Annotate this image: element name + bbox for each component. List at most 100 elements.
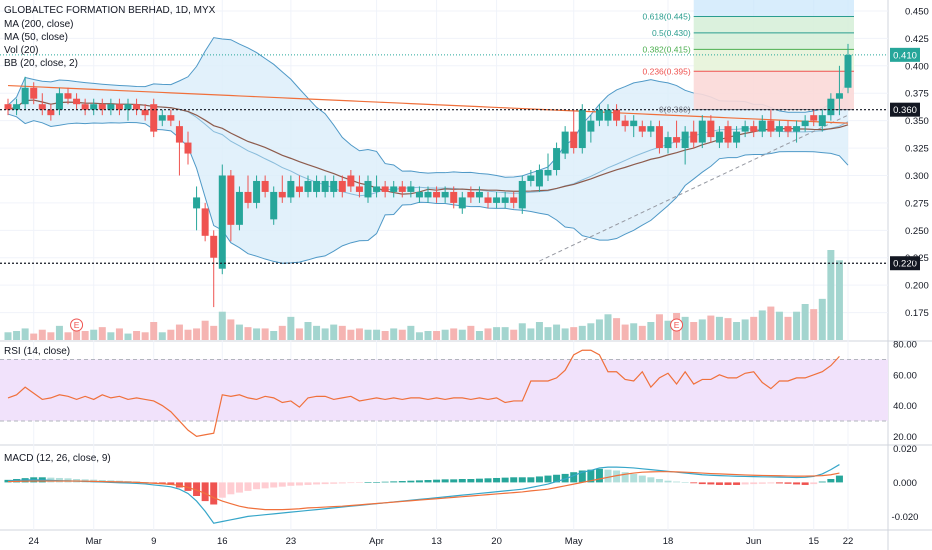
y-tick-label: 0.250	[905, 226, 929, 237]
candle-body	[73, 98, 81, 105]
price-label: 0.360	[893, 105, 917, 116]
volume-bar	[587, 323, 595, 340]
macd-histogram-bar	[621, 472, 629, 483]
candle-body	[201, 208, 209, 236]
candle-body	[338, 180, 346, 192]
macd-histogram-bar	[398, 481, 406, 483]
candle-body	[827, 98, 835, 116]
y-tick-label: 0.200	[905, 281, 929, 292]
macd-histogram-bar	[578, 470, 586, 483]
candle-body	[535, 170, 543, 187]
macd-title[interactable]: MACD (12, 26, close, 9)	[4, 453, 111, 464]
macd-y-tick-label: -0.020	[892, 512, 919, 523]
price-label-box	[890, 256, 920, 271]
volume-bar	[415, 332, 423, 340]
x-tick-label: Apr	[369, 536, 384, 547]
volume-bar	[13, 331, 21, 340]
macd-histogram-bar	[527, 477, 535, 483]
macd-histogram-bar	[227, 482, 235, 495]
y-tick-label: 0.225	[905, 253, 929, 264]
candle-body	[193, 197, 201, 209]
macd-histogram-bar	[347, 482, 355, 484]
macd-histogram-bar	[758, 482, 766, 484]
macd-histogram-bar	[321, 482, 329, 485]
volume-bar	[767, 306, 775, 340]
candle-body	[664, 137, 672, 149]
indicator-ma50-label[interactable]: MA (50, close)	[4, 32, 68, 43]
macd-histogram-bar	[793, 482, 801, 485]
indicator-vol-label[interactable]: Vol (20)	[4, 45, 38, 56]
candle-body	[304, 180, 312, 192]
macd-histogram-bar	[638, 475, 646, 483]
macd-histogram-bar	[775, 482, 783, 484]
volume-bar	[561, 328, 569, 340]
y-tick-label: 0.275	[905, 198, 929, 209]
x-tick-label: 24	[28, 536, 39, 547]
volume-bar	[450, 328, 458, 340]
macd-line	[7, 464, 840, 524]
volume-bar	[364, 329, 372, 340]
macd-histogram-bar	[501, 477, 509, 483]
indicator-bb-label[interactable]: BB (20, close, 2)	[4, 58, 78, 69]
rsi-title[interactable]: RSI (14, close)	[4, 346, 70, 357]
ma200-line	[7, 84, 849, 124]
volume-bar	[184, 329, 192, 340]
candle-body	[527, 175, 535, 181]
candle-body	[818, 115, 826, 127]
indicator-ma200-label[interactable]: MA (200, close)	[4, 19, 73, 30]
candle-body	[210, 235, 218, 258]
bb-fill	[8, 37, 848, 264]
volume-bar	[818, 298, 826, 340]
candle-body	[724, 126, 732, 143]
macd-histogram-bar	[724, 482, 732, 485]
macd-histogram-bar	[518, 477, 526, 483]
macd-histogram-bar	[510, 477, 518, 483]
candle-body	[373, 186, 381, 192]
macd-histogram-bar	[741, 482, 749, 485]
horizontal-lines[interactable]: 0.360 0.220 0.410	[0, 47, 920, 271]
earnings-marker	[670, 318, 684, 332]
volume-bar	[493, 327, 501, 340]
macd-histogram-bar	[355, 482, 363, 483]
volume-bar	[21, 328, 29, 340]
fib-level-label: 0.5(0.430)	[652, 28, 691, 38]
macd-histogram-bar	[270, 482, 278, 488]
volume-bar	[73, 331, 81, 340]
macd-histogram-bar	[630, 473, 638, 483]
macd-histogram-bar	[450, 479, 458, 483]
volume-bar	[338, 325, 346, 340]
volume-bar	[253, 328, 261, 340]
candle-body	[784, 126, 792, 132]
volume-bar	[218, 311, 226, 340]
candle-body	[475, 191, 483, 198]
macd-histogram-bar	[818, 481, 826, 483]
macd-histogram-bar	[553, 474, 561, 483]
volume-bar	[758, 310, 766, 340]
candle-body	[595, 109, 603, 121]
volume-bar	[390, 328, 398, 340]
volume-bar	[733, 322, 741, 340]
volume-bar	[210, 325, 218, 340]
x-tick-label: 13	[431, 536, 442, 547]
macd-y-tick-label: 0.000	[893, 478, 917, 489]
rsi-y-tick-label: 80.00	[893, 340, 917, 351]
macd-histogram-bar	[261, 482, 269, 489]
candle-body	[424, 191, 432, 198]
x-tick-label: May	[565, 536, 583, 547]
candle-body	[364, 180, 372, 198]
candle-body	[810, 115, 818, 121]
fibonacci-retracement[interactable]: 0.618(0.445) 0.5(0.430) 0.382(0.415) 0.236(…	[539, 0, 854, 262]
candle-body	[150, 104, 158, 132]
rsi-pane: 80.00 60.00 40.00 20.00	[0, 340, 917, 443]
volume-bar	[570, 327, 578, 340]
volume-bar	[115, 328, 123, 340]
macd-histogram-bar	[655, 479, 663, 483]
volume-bar	[90, 329, 98, 340]
candle-body	[758, 120, 766, 132]
candle-body	[115, 104, 123, 110]
macd-histogram-bar	[690, 482, 698, 484]
candle-body	[218, 175, 226, 269]
candle-body	[55, 93, 63, 110]
candle-body	[673, 137, 681, 143]
